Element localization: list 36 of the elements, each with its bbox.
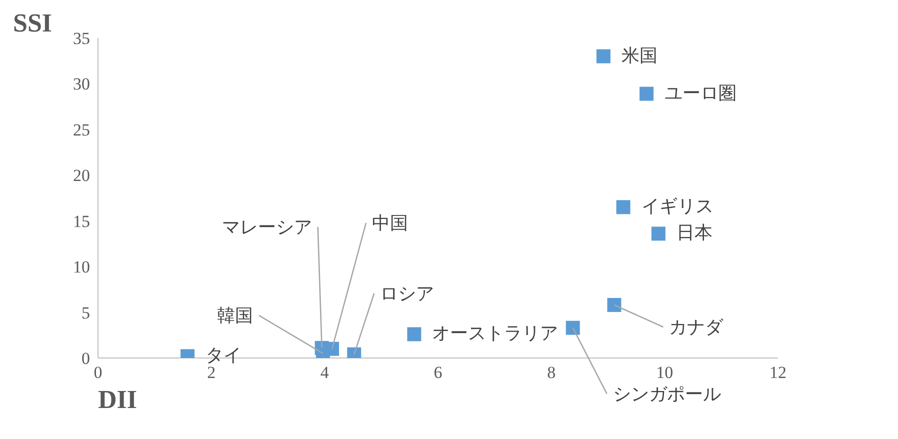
- point: [651, 226, 666, 241]
- y-tick-label: 10: [73, 258, 90, 277]
- annotation: 日本: [676, 222, 712, 243]
- x-tick-label: 2: [207, 363, 216, 382]
- y-tick-label: 35: [73, 29, 90, 48]
- y-tick-label: 15: [73, 212, 90, 231]
- x-tick-label: 8: [547, 363, 556, 382]
- y-tick-label: 20: [73, 166, 90, 186]
- annotation: イギリス: [641, 196, 714, 216]
- y-tick-label: 5: [82, 303, 90, 322]
- point: [640, 86, 654, 101]
- x-tick-label: 10: [656, 363, 674, 382]
- annotation: マレーシア: [222, 216, 312, 237]
- annotation: ロシア: [380, 283, 434, 304]
- y-tick-label: 30: [73, 74, 90, 94]
- x-tick-label: 0: [94, 363, 102, 382]
- point: [566, 320, 580, 335]
- annotation: シンガポール: [612, 384, 721, 404]
- x-axis-title: DII: [98, 385, 138, 414]
- point: [596, 49, 610, 64]
- point: [607, 298, 622, 312]
- y-tick-label: 0: [82, 349, 90, 368]
- point: [616, 200, 630, 214]
- annotation: 韓国: [216, 305, 253, 326]
- annotation: タイ: [206, 345, 242, 366]
- x-tick-label: 12: [770, 363, 786, 382]
- x-tick-label: 6: [434, 363, 442, 382]
- annotation: 中国: [372, 212, 408, 233]
- point: [407, 327, 422, 342]
- y-axis-title: SSI: [13, 8, 52, 38]
- annotation: カナダ: [669, 316, 724, 337]
- annotation: ユーロ圏: [664, 82, 737, 103]
- y-tick-label: 25: [73, 120, 90, 140]
- annotation: 米国: [621, 45, 658, 66]
- annotation: オーストラリア: [432, 323, 558, 344]
- x-tick-label: 4: [320, 363, 330, 382]
